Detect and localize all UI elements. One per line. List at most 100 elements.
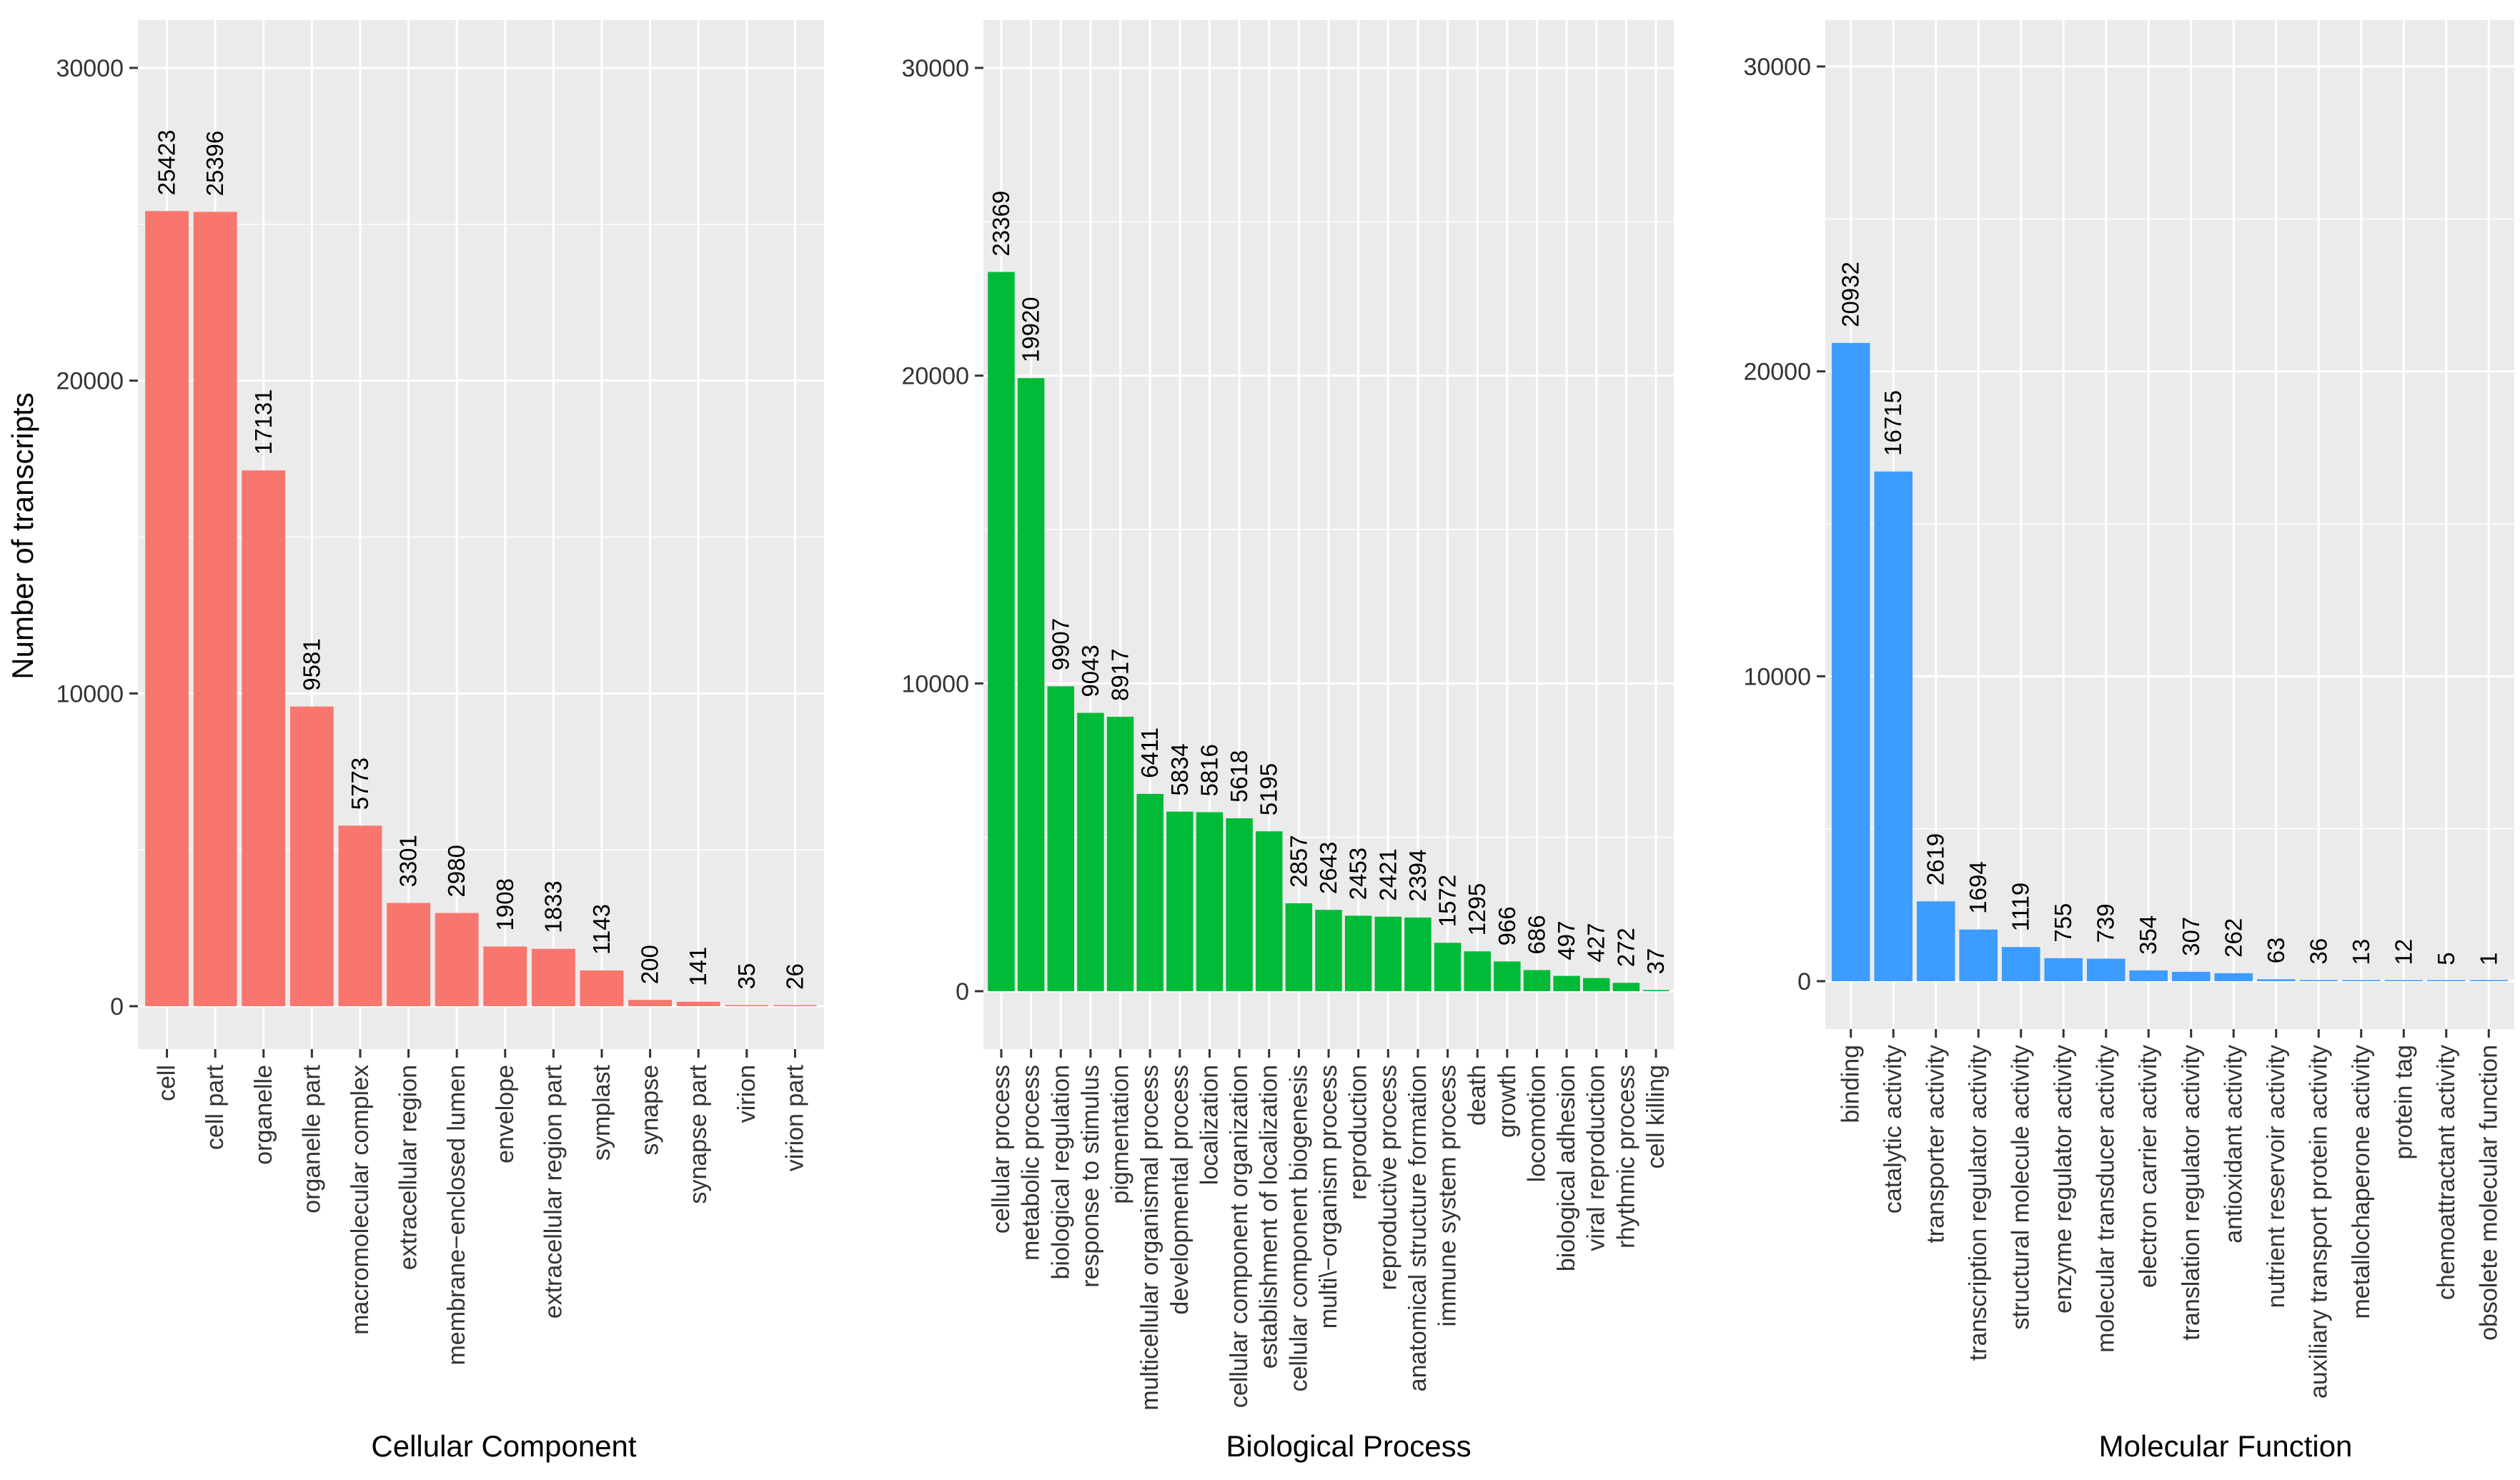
biological-process-bar [1196, 812, 1224, 991]
biological-process-bar [1315, 910, 1342, 991]
biological-process-value-label: 5816 [1196, 744, 1222, 796]
cellular-component-value-label: 200 [637, 945, 663, 984]
biological-process-value-label: 2453 [1345, 848, 1371, 900]
molecular-function-value-label: 1119 [2008, 883, 2034, 932]
biological-process-value-label: 686 [1523, 915, 1549, 954]
biological-process-category-label: cellular component organization [1226, 1065, 1253, 1408]
molecular-function-y-tick-label: 10000 [1743, 663, 1811, 690]
biological-process-category-label: multicellular organismal process [1136, 1065, 1164, 1411]
molecular-function-y-tick-label: 0 [1797, 968, 1811, 995]
cellular-component-bar [338, 825, 382, 1006]
cellular-component-y-tick-label: 30000 [56, 55, 124, 82]
molecular-function-category-label: metallochaperone activity [2348, 1045, 2375, 1319]
molecular-function-category-label: catalytic activity [1880, 1045, 1907, 1213]
molecular-function-category-label: obsolete molecular function [2475, 1045, 2502, 1341]
biological-process-bar [1642, 990, 1670, 991]
biological-process-value-label: 5834 [1166, 743, 1193, 795]
molecular-function-bar [2342, 980, 2381, 981]
cellular-component-category-label: virion part [781, 1064, 808, 1171]
biological-process-value-label: 6411 [1136, 727, 1163, 778]
molecular-function-value-label: 354 [2135, 915, 2161, 955]
biological-process-bar [988, 272, 1015, 991]
biological-process-value-label: 19920 [1018, 297, 1044, 362]
molecular-function-value-label: 1694 [1965, 861, 1991, 913]
molecular-function-bar [2086, 958, 2125, 981]
molecular-function-bar [2469, 980, 2509, 981]
molecular-function-category-label: auxiliary transport protein activity [2305, 1045, 2332, 1399]
molecular-function-bar [2384, 980, 2424, 981]
molecular-function-bar [1959, 929, 1998, 981]
molecular-function-category-label: transporter activity [1923, 1045, 1950, 1243]
biological-process-category-label: multi\−organism process [1315, 1065, 1342, 1328]
biological-process-value-label: 427 [1583, 923, 1609, 963]
cellular-component-bar [193, 212, 237, 1007]
biological-process-bar [1374, 916, 1402, 991]
molecular-function-value-label: 20932 [1837, 262, 1864, 327]
cellular-component-bar [387, 903, 431, 1006]
biological-process-value-label: 966 [1494, 906, 1520, 945]
molecular-function-bar [2044, 958, 2083, 981]
biological-process-bar [1344, 915, 1372, 991]
biological-process-bar [1404, 917, 1432, 991]
molecular-function-category-label: structural molecule activity [2008, 1045, 2035, 1330]
molecular-function-plot-background [1825, 20, 2514, 1029]
biological-process-x-axis-title: Biological Process [1226, 1429, 1471, 1463]
cellular-component-category-label: extracellular region part [540, 1064, 567, 1318]
biological-process-value-label: 2394 [1404, 849, 1431, 901]
biological-process-value-label: 1572 [1434, 875, 1461, 927]
biological-process-category-label: reproduction [1345, 1065, 1372, 1200]
biological-process-bar [1494, 961, 1521, 991]
cellular-component-value-label: 1833 [540, 880, 566, 933]
cellular-component-value-label: 17131 [250, 389, 277, 455]
biological-process-value-label: 5618 [1226, 750, 1252, 803]
cellular-component-value-label: 2980 [443, 845, 470, 897]
cellular-component-bar [435, 913, 479, 1006]
molecular-function-value-label: 13 [2348, 939, 2374, 965]
molecular-function-value-label: 2619 [1923, 833, 1949, 885]
cellular-component-bar [483, 946, 527, 1006]
molecular-function-category-label: translation regulator activity [2178, 1045, 2205, 1341]
biological-process-bar [1285, 903, 1313, 991]
cellular-component-category-label: organelle part [298, 1064, 325, 1213]
molecular-function-bar [2214, 973, 2253, 981]
biological-process-bar [1523, 970, 1551, 991]
biological-process-category-label: cellular component biogenesis [1285, 1065, 1312, 1391]
biological-process-bar [1553, 975, 1580, 991]
biological-process-bar [1077, 712, 1104, 991]
molecular-function-bar [2427, 980, 2466, 981]
cellular-component-bar [773, 1005, 817, 1006]
biological-process-bar [1464, 951, 1491, 991]
cellular-component-value-label: 35 [733, 963, 760, 990]
biological-process-category-label: establishment of localization [1256, 1065, 1283, 1369]
biological-process-value-label: 1295 [1464, 883, 1490, 935]
biological-process-y-tick-label: 0 [956, 978, 969, 1005]
cellular-component-x-axis-title: Cellular Component [371, 1429, 637, 1463]
cellular-component-value-label: 5773 [347, 758, 373, 810]
biological-process-category-label: viral reproduction [1583, 1065, 1610, 1251]
cellular-component-category-label: cell [154, 1065, 181, 1101]
cellular-component-category-label: macromolecular complex [347, 1065, 374, 1335]
cellular-component-bar [145, 211, 189, 1006]
biological-process-bar [1255, 831, 1283, 991]
biological-process-y-tick-label: 10000 [901, 670, 969, 697]
biological-process-value-label: 2421 [1374, 848, 1401, 900]
cellular-component-category-label: envelope [492, 1065, 519, 1163]
molecular-function-category-label: binding [1837, 1045, 1865, 1123]
biological-process-bar [1583, 978, 1610, 991]
biological-process-value-label: 37 [1642, 948, 1669, 975]
molecular-function-bar [2129, 970, 2168, 981]
cellular-component-bar [289, 706, 334, 1006]
cellular-component-category-label: virion [733, 1065, 760, 1123]
cellular-component-bar [580, 970, 624, 1006]
molecular-function-bar [2299, 980, 2338, 981]
cellular-component-value-label: 141 [685, 947, 711, 986]
biological-process-bar [1166, 811, 1194, 991]
biological-process-value-label: 272 [1612, 928, 1639, 967]
molecular-function-value-label: 262 [2220, 918, 2246, 958]
cellular-component-bar [242, 470, 286, 1006]
biological-process-value-label: 2643 [1315, 842, 1341, 894]
biological-process-bar [1434, 943, 1462, 991]
molecular-function-y-tick-label: 30000 [1743, 54, 1811, 81]
cellular-component-bar [676, 1001, 720, 1006]
